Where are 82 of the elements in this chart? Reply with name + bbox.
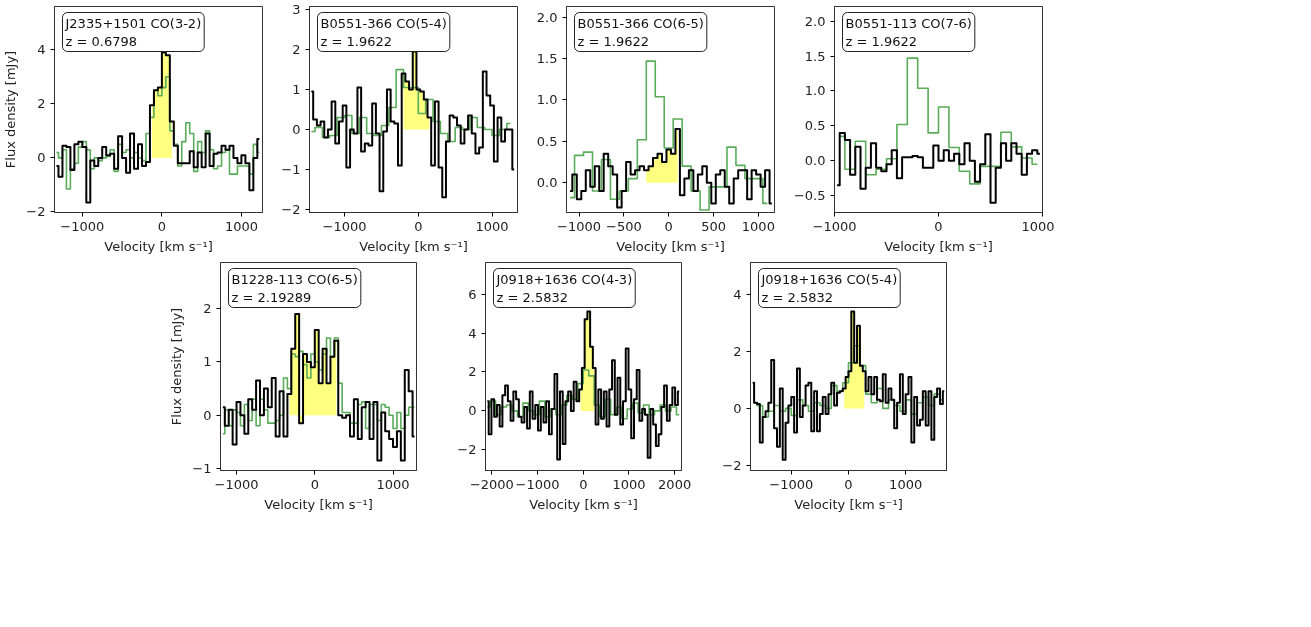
x-tick-label: 1000 <box>224 218 258 234</box>
x-axis-title: Velocity [km s⁻¹] <box>616 238 725 254</box>
x-tick-label: −1000 <box>515 476 560 492</box>
y-axis-title: Flux density [mJy] <box>3 50 19 169</box>
annotation: B0551-113 CO(7-6) <box>845 15 972 31</box>
y-tick-label: 6 <box>468 286 477 302</box>
y-tick-label: −1 <box>192 460 212 476</box>
y-tick-label: 2 <box>37 96 46 112</box>
y-tick-label: 0.5 <box>804 118 826 134</box>
annotation: B0551-366 CO(6-5) <box>577 15 704 31</box>
annotation: z = 2.5832 <box>496 289 568 305</box>
y-tick-label: 0.0 <box>536 175 558 191</box>
annotation: z = 0.6798 <box>65 33 137 49</box>
y-tick-label: −2 <box>722 457 742 473</box>
x-axis-title: Velocity [km s⁻¹] <box>794 496 903 512</box>
annotation: J2335+1501 CO(3-2) <box>64 15 202 31</box>
x-axis-title: Velocity [km s⁻¹] <box>884 238 993 254</box>
y-tick-label: −2 <box>26 204 46 220</box>
x-tick-label: −2000 <box>469 476 514 492</box>
y-tick-label: 0.5 <box>536 133 558 149</box>
y-tick-label: 1.0 <box>536 92 558 108</box>
x-tick-label: 0 <box>579 476 588 492</box>
y-tick-label: 1 <box>203 354 212 370</box>
y-tick-label: 0 <box>468 403 477 419</box>
x-tick-label: 0 <box>414 218 423 234</box>
y-tick-label: 4 <box>733 286 742 302</box>
y-tick-label: 1.0 <box>804 83 826 99</box>
annotation: B1228-113 CO(6-5) <box>231 271 358 287</box>
y-tick-label: 1 <box>292 82 301 98</box>
y-tick-label: 2 <box>203 301 212 317</box>
x-tick-label: −500 <box>606 218 642 234</box>
y-tick-label: 2.0 <box>536 9 558 25</box>
x-tick-label: 0 <box>310 476 319 492</box>
annotation: z = 1.9622 <box>577 33 649 49</box>
x-tick-label: 1000 <box>741 218 775 234</box>
x-tick-label: −1000 <box>769 476 814 492</box>
y-axis-title: Flux density [mJy] <box>169 307 185 426</box>
y-tick-label: 0 <box>733 400 742 416</box>
y-tick-label: −1 <box>281 161 301 177</box>
y-tick-label: −0.5 <box>793 188 826 204</box>
x-tick-label: 1000 <box>889 476 923 492</box>
x-tick-label: −1000 <box>214 476 259 492</box>
x-axis-title: Velocity [km s⁻¹] <box>104 238 213 254</box>
x-tick-label: 1000 <box>612 476 646 492</box>
y-tick-label: 1.5 <box>536 51 558 67</box>
y-tick-label: 4 <box>468 325 477 341</box>
x-tick-label: −1000 <box>812 218 857 234</box>
y-tick-label: −2 <box>281 201 301 217</box>
annotation: J0918+1636 CO(5-4) <box>760 271 898 287</box>
x-tick-label: 500 <box>701 218 726 234</box>
y-tick-label: −2 <box>457 442 477 458</box>
x-tick-label: 2000 <box>658 476 692 492</box>
x-axis-title: Velocity [km s⁻¹] <box>264 496 373 512</box>
x-tick-label: 0 <box>664 218 673 234</box>
x-tick-label: 0 <box>844 476 853 492</box>
y-tick-label: 2 <box>733 343 742 359</box>
y-tick-label: 0 <box>203 407 212 423</box>
annotation: z = 1.9622 <box>320 33 392 49</box>
y-tick-label: 0 <box>37 150 46 166</box>
y-tick-label: 4 <box>37 42 46 58</box>
x-tick-label: 0 <box>157 218 167 234</box>
y-tick-label: 2 <box>292 42 301 58</box>
x-tick-label: 1000 <box>475 218 509 234</box>
annotation: J0918+1636 CO(4-3) <box>495 271 633 287</box>
x-tick-label: 1000 <box>1021 218 1055 234</box>
y-tick-label: 0 <box>292 121 301 137</box>
annotation: z = 2.19289 <box>231 289 312 305</box>
x-tick-label: 0 <box>934 218 943 234</box>
x-tick-label: −1000 <box>557 218 602 234</box>
x-axis-title: Velocity [km s⁻¹] <box>359 238 468 254</box>
annotation: z = 2.5832 <box>761 289 833 305</box>
x-tick-label: 1000 <box>376 476 410 492</box>
x-axis-title: Velocity [km s⁻¹] <box>529 496 638 512</box>
annotation: B0551-366 CO(5-4) <box>320 15 447 31</box>
y-tick-label: 1.5 <box>804 48 826 64</box>
y-tick-label: 3 <box>292 2 301 18</box>
y-tick-label: 2.0 <box>804 13 826 29</box>
annotation: z = 1.9622 <box>845 33 917 49</box>
y-tick-label: 2 <box>468 364 477 380</box>
y-tick-label: 0.0 <box>804 153 826 169</box>
x-tick-label: −1000 <box>322 218 367 234</box>
x-tick-label: −1000 <box>60 218 105 234</box>
